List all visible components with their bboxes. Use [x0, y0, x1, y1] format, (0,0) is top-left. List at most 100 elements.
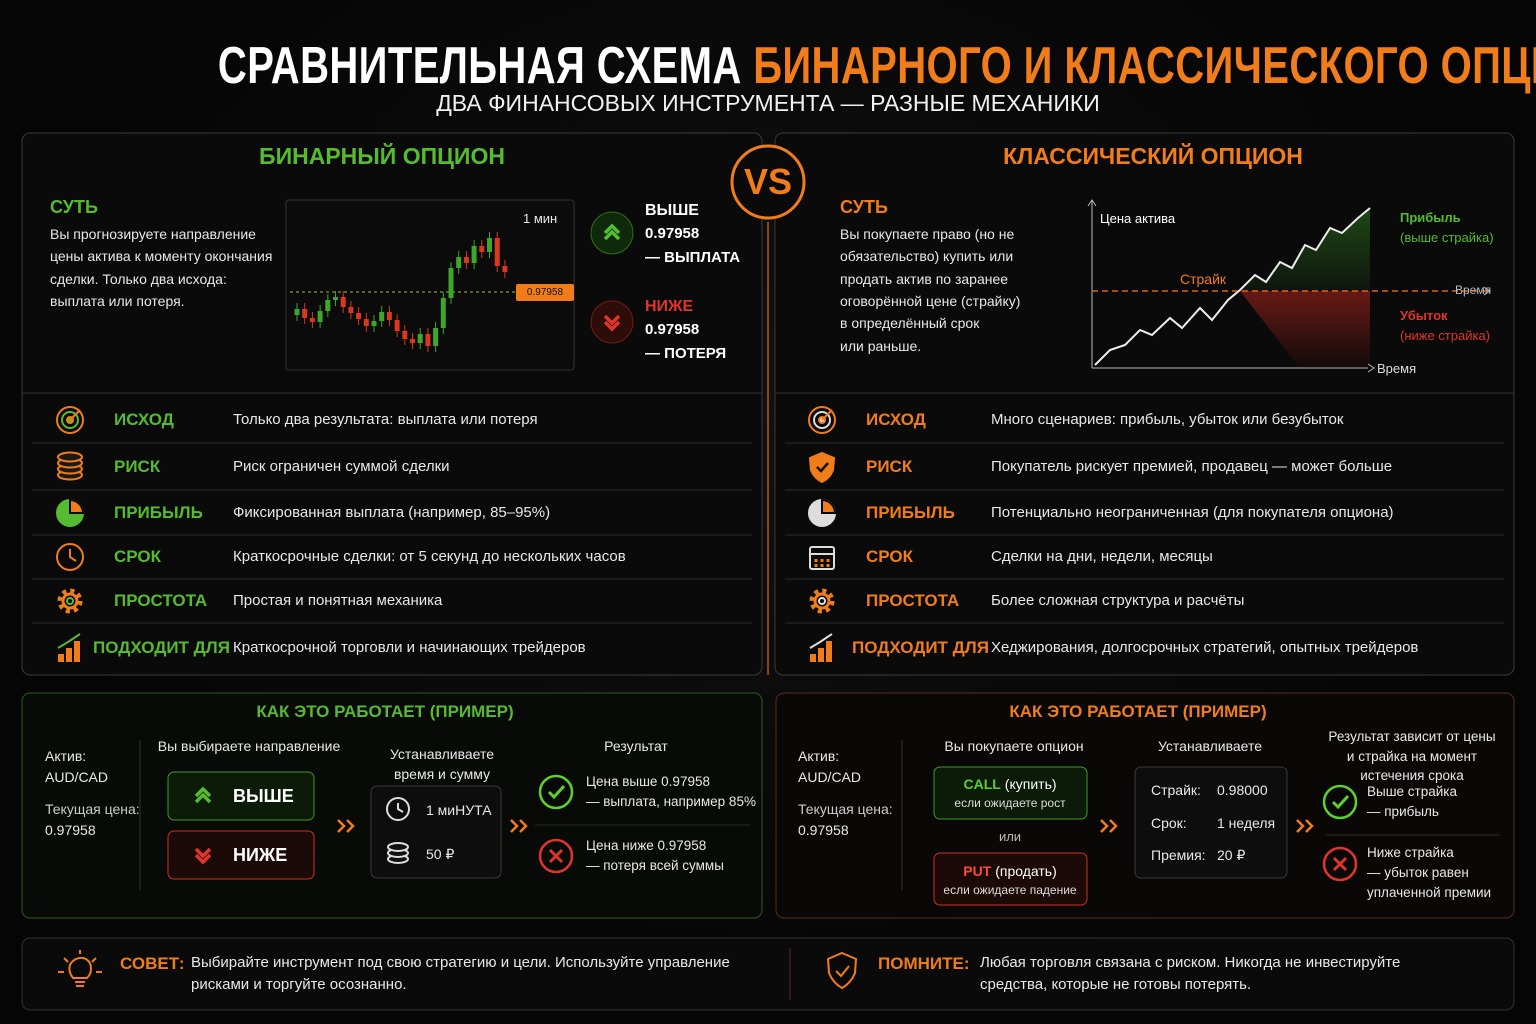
- call-box: [933, 766, 1088, 820]
- icon-arrows: [510, 819, 528, 833]
- icon-cross: [1322, 846, 1358, 882]
- step-title: Результат: [604, 737, 668, 754]
- icon-target: [808, 406, 836, 434]
- candle-body: [325, 300, 331, 311]
- icon-part: [1322, 846, 1358, 882]
- icon-part: [57, 588, 83, 614]
- param-label: Срок:: [1151, 814, 1187, 831]
- panel-title: БИНАРНЫЙ ОПЦИОН: [259, 143, 505, 170]
- subtitle: ДВА ФИНАНСОВЫХ ИНСТРУМЕНТА — РАЗНЫЕ МЕХА…: [436, 90, 1100, 117]
- button-label: ВЫШЕ: [233, 785, 294, 806]
- row-label: СРОК: [866, 546, 913, 566]
- strike-label: Страйк: [1180, 270, 1227, 287]
- title-orange: БИНАРНОГО И КЛАССИЧЕСКОГО ОПЦИОНА: [753, 37, 1536, 95]
- x-axis-label: Время: [1377, 360, 1417, 376]
- row-text: Много сценариев: прибыль, убыток или без…: [991, 411, 1344, 429]
- outcome-label: ВЫШЕ: [645, 202, 699, 220]
- loss-note: (ниже страйка): [1400, 327, 1491, 343]
- settings-box: [1134, 766, 1288, 879]
- icon-part: [538, 774, 574, 810]
- step-title: Результат зависит от цены и страйка на м…: [1328, 729, 1496, 784]
- param-label: Страйк:: [1151, 781, 1201, 798]
- icon-part: [337, 819, 355, 833]
- icon-part: [809, 546, 835, 570]
- icon-part: [510, 819, 528, 833]
- option-note: если ожидаете рост: [954, 796, 1066, 811]
- icon-bars: [809, 633, 833, 662]
- icon-part: [813, 592, 831, 610]
- candles: [294, 232, 508, 352]
- price-value: 0.97958: [798, 821, 849, 838]
- candle-body: [471, 246, 477, 263]
- profit-label: Прибыль: [1400, 209, 1461, 225]
- button-label: НИЖЕ: [233, 844, 288, 865]
- y-axis-label: Цена актива: [1100, 210, 1176, 226]
- candle-body: [379, 312, 385, 321]
- icon-part: [69, 498, 85, 514]
- option-line: CALL (купить): [963, 774, 1056, 794]
- candle-body: [410, 339, 415, 343]
- candle-body: [494, 238, 500, 266]
- icon-part: [68, 956, 93, 979]
- icon-part: [603, 314, 621, 332]
- icon-part: [1332, 856, 1348, 872]
- icon-part: [821, 409, 833, 421]
- step-title: Вы покупаете опцион: [944, 737, 1084, 754]
- option-action: (продать): [995, 863, 1057, 879]
- option-name: PUT: [963, 863, 992, 879]
- step-title: Вы выбираете направление: [157, 737, 341, 754]
- row-text: Краткосрочные сделки: от 5 секунд до нес…: [233, 548, 626, 566]
- icon-part: [808, 451, 836, 484]
- candle-body: [371, 321, 377, 326]
- candle-body: [302, 309, 308, 318]
- icon-part: [826, 564, 830, 567]
- price-path: [1094, 207, 1371, 366]
- icon-cross: [538, 838, 574, 874]
- icon-part: [1100, 819, 1118, 833]
- outcome-result: — ВЫПЛАТА: [645, 249, 741, 267]
- setting-value: 1 миНУТА: [426, 801, 492, 818]
- row-label: ПОДХОДИТ ДЛЯ: [852, 637, 989, 657]
- essence-text: Вы прогнозируете направление цены актива…: [50, 225, 273, 309]
- outcome-result: — ПОТЕРЯ: [645, 345, 727, 363]
- candle-body: [402, 331, 408, 339]
- price-tag-label: 0.97958: [526, 286, 564, 298]
- icon-chev-up: [603, 223, 621, 241]
- icon-part: [56, 406, 84, 434]
- icon-gear: [809, 588, 835, 614]
- icon-part: [1296, 819, 1314, 833]
- icon-target: [56, 406, 84, 434]
- icon-chev-down: [194, 847, 212, 865]
- result-text: Цена ниже 0.97958 — потеря всей суммы: [586, 837, 724, 874]
- row-text: Потенциально неограниченная (для покупат…: [991, 504, 1394, 522]
- candle-body: [463, 257, 469, 263]
- option-line: PUT (продать): [963, 861, 1057, 881]
- icon-arrows: [1296, 819, 1314, 833]
- icon-arrows: [337, 819, 355, 833]
- profit-note: (выше страйка): [1400, 229, 1494, 245]
- icon-part: [814, 559, 818, 562]
- icon-part: [538, 838, 574, 874]
- icon-part: [74, 641, 80, 662]
- strike-time-label: Время: [1455, 283, 1492, 298]
- icon-check: [1322, 784, 1358, 820]
- tip-text: Любая торговля связана с риском. Никогда…: [980, 953, 1401, 994]
- icon-part: [56, 543, 84, 571]
- row-label: ИСХОД: [866, 409, 926, 429]
- candle-body: [394, 320, 400, 331]
- asset-label: Актив:: [798, 747, 840, 764]
- icon-coins-w: [387, 842, 409, 864]
- icon-shield-o: [826, 951, 858, 990]
- icon-part: [818, 597, 826, 605]
- icon-part: [809, 588, 835, 614]
- candle-body: [479, 246, 485, 252]
- candle-body: [448, 268, 454, 298]
- candle-body: [417, 334, 423, 343]
- price-label: Текущая цена:: [45, 800, 140, 817]
- loss-label: Убыток: [1400, 307, 1448, 323]
- loss-area: [1240, 291, 1370, 368]
- row-label: РИСК: [866, 456, 913, 476]
- icon-part: [61, 592, 79, 610]
- icon-part: [548, 848, 564, 864]
